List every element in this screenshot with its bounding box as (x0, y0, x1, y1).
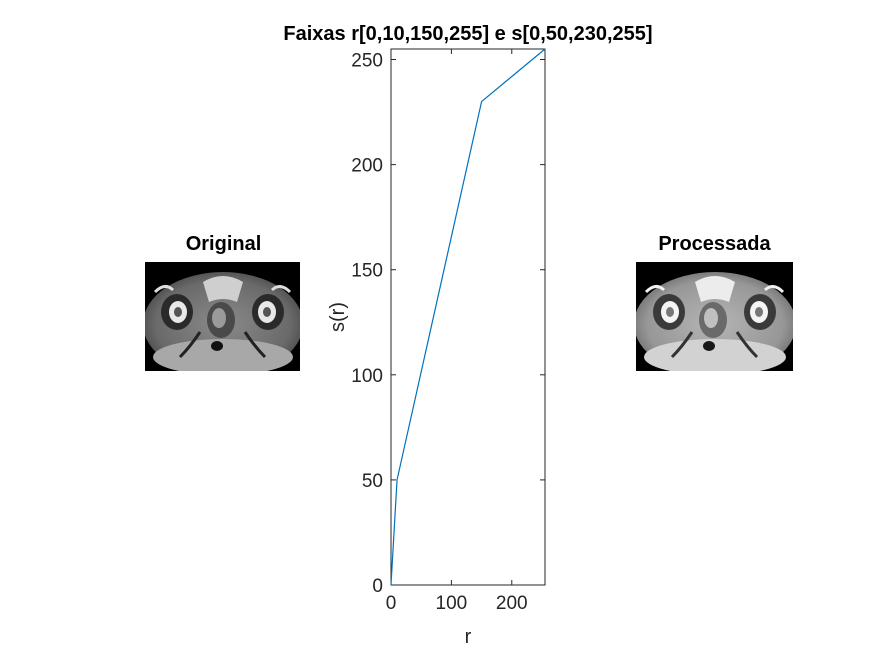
y-tick-label: 50 (362, 471, 383, 492)
x-tick-label: 0 (386, 593, 397, 614)
y-tick-label: 150 (351, 261, 383, 282)
axis-ticks: 0 100 200 0 50 100 150 200 250 (351, 49, 545, 614)
original-image-title: Original (185, 233, 262, 255)
x-tick-label: 100 (436, 593, 468, 614)
processed-mri-image (636, 262, 793, 371)
y-tick-label: 100 (351, 366, 383, 387)
x-tick-label: 200 (496, 593, 528, 614)
x-axis-label: r (465, 626, 472, 648)
original-mri-image (145, 262, 300, 371)
chart-title: Faixas r[0,10,150,255] e s[0,50,230,255] (283, 23, 652, 45)
y-axis-label: s(r) (327, 302, 349, 332)
y-tick-label: 200 (351, 156, 383, 177)
plot-area (390, 48, 546, 586)
series-line (390, 48, 546, 586)
y-tick-label: 250 (351, 51, 383, 72)
y-tick-label: 0 (372, 576, 383, 597)
processed-image-title: Processada (658, 233, 771, 255)
